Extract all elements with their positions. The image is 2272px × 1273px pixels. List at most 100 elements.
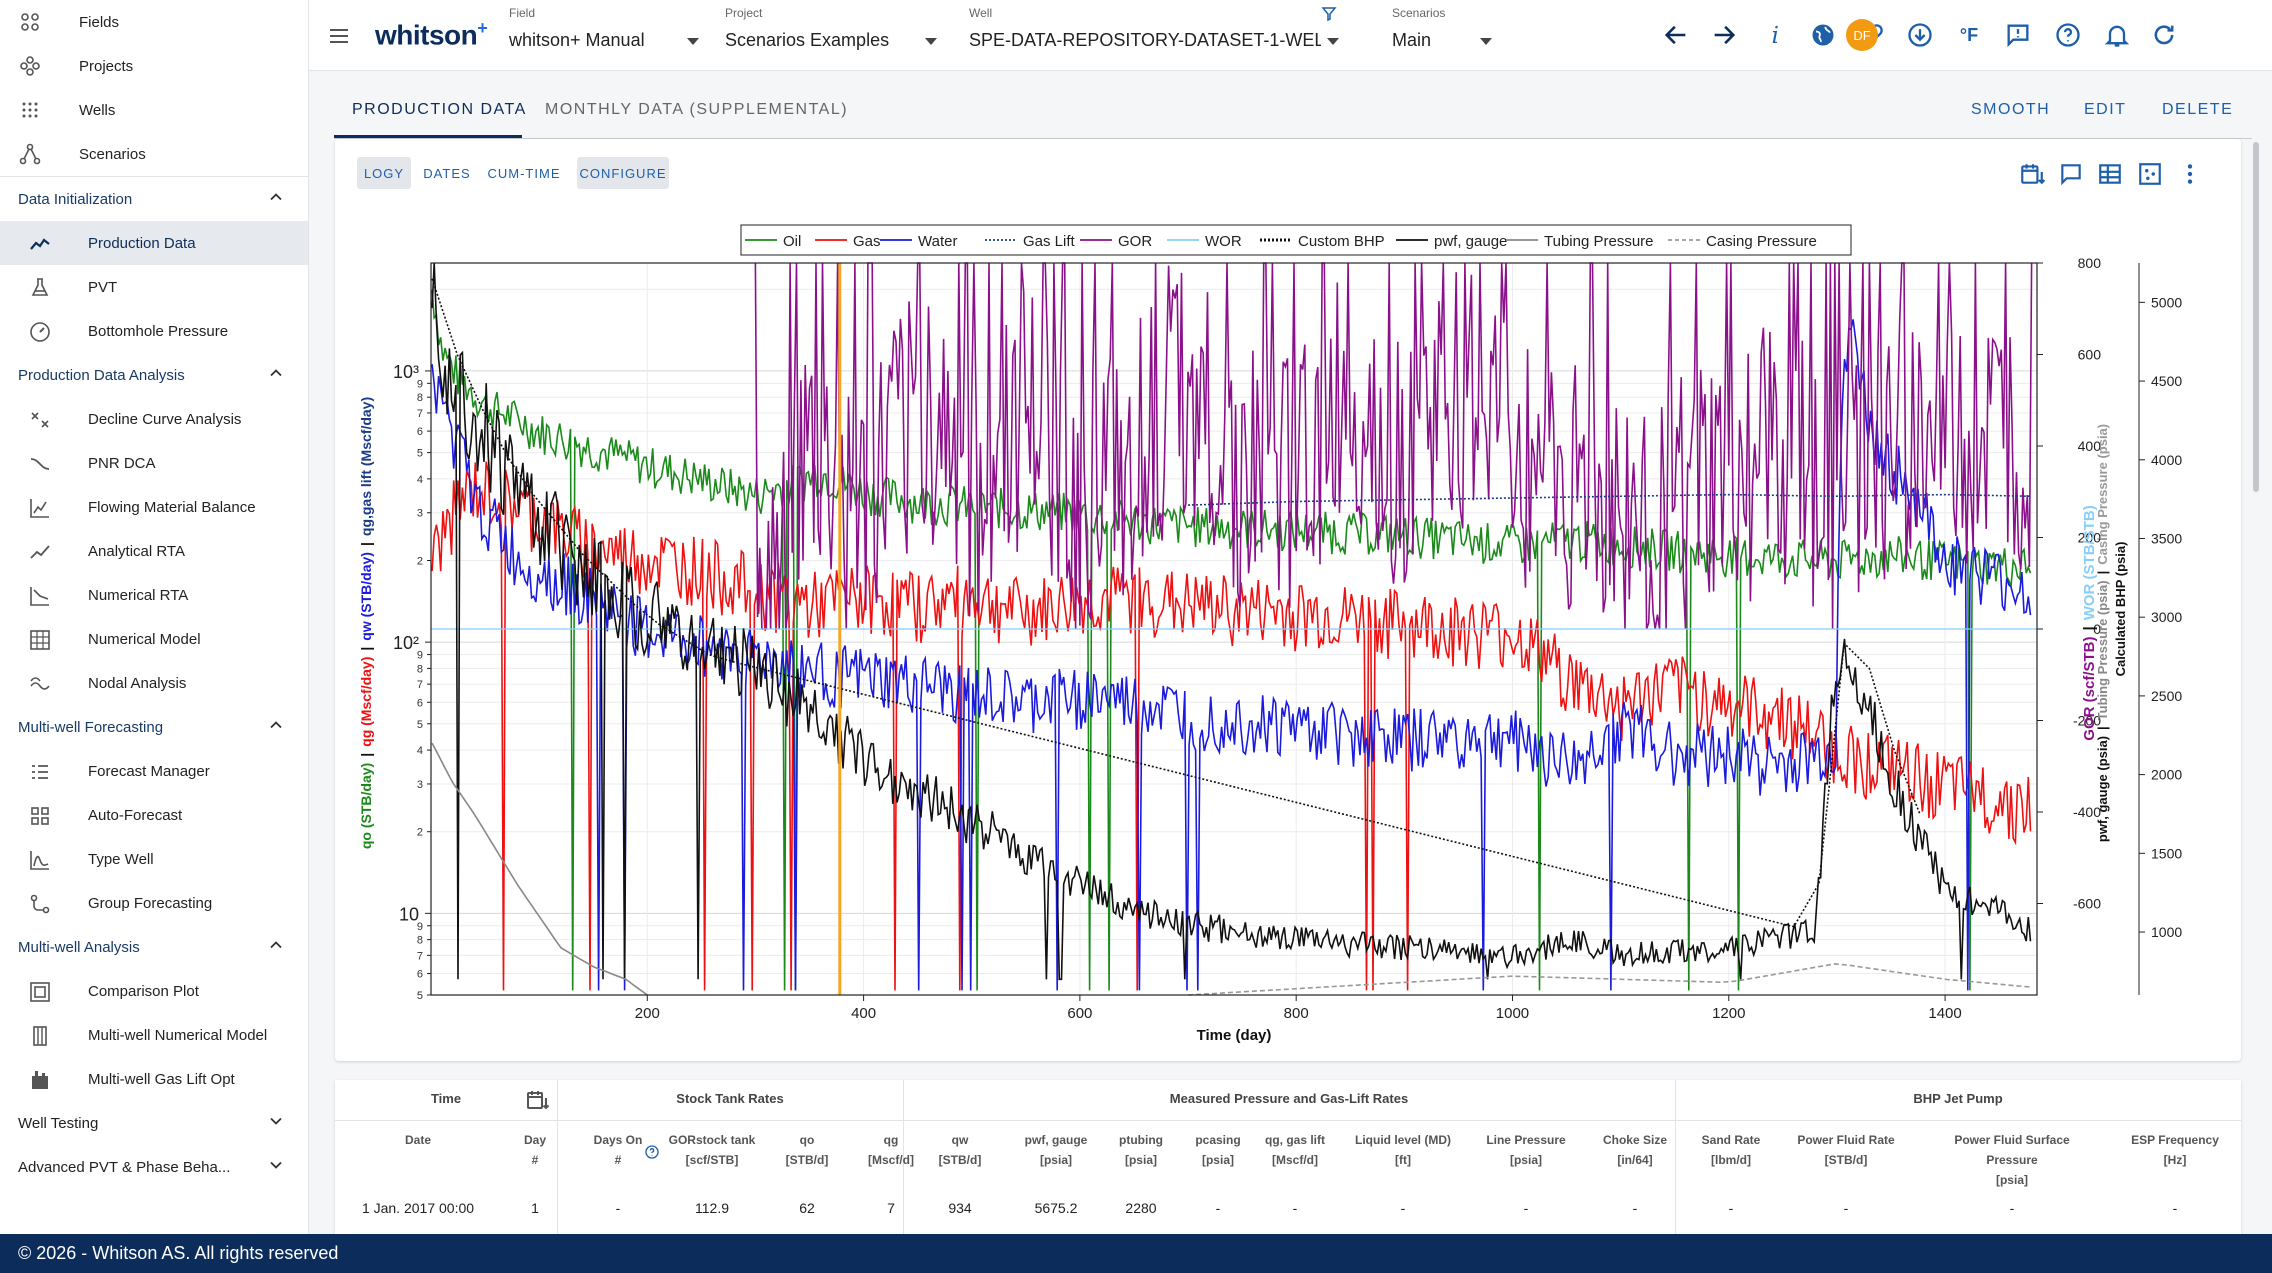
table-column-header[interactable]: pcasing [psia] (1148, 1130, 1288, 1170)
sidebar-item-wells[interactable]: Wells (0, 88, 308, 132)
table-column-header[interactable]: Date (348, 1130, 488, 1150)
arrow-left-icon[interactable] (1661, 20, 1691, 50)
sidebar-item-pvt[interactable]: PVT (0, 265, 308, 309)
sidebar-item-scenarios[interactable]: Scenarios (0, 132, 308, 176)
table-column-header[interactable]: ESP Frequency [Hz] (2105, 1130, 2241, 1170)
sidebar-item-flowing-material-balance[interactable]: Flowing Material Balance (0, 485, 308, 529)
table-column-header[interactable]: Day # (465, 1130, 605, 1170)
series-gor[interactable] (754, 262, 2033, 630)
sidebar-item-pnr-dca[interactable]: PNR DCA (0, 441, 308, 485)
sidebar-item-decline-curve-analysis[interactable]: Decline Curve Analysis (0, 397, 308, 441)
help-icon[interactable] (2053, 20, 2083, 50)
cum-time-toggle[interactable]: CUM-TIME (487, 165, 561, 181)
sidebar-item-multi-well-gas-lift-opt[interactable]: Multi-well Gas Lift Opt (0, 1057, 308, 1101)
chevron-up-icon[interactable] (266, 935, 286, 959)
table-column-header[interactable]: Days On # (548, 1130, 688, 1170)
table-column-header[interactable]: qw [STB/d] (890, 1130, 1030, 1170)
project-select[interactable]: Project Scenarios Examples (725, 4, 937, 66)
configure-button[interactable]: CONFIGURE (577, 157, 669, 189)
table-column-header[interactable]: Liquid level (MD) [ft] (1333, 1130, 1473, 1170)
sidebar-item-bottomhole-pressure[interactable]: Bottomhole Pressure (0, 309, 308, 353)
sidebar-section-header[interactable]: Production Data Analysis (0, 353, 308, 397)
table-column-header[interactable]: qo [STB/d] (737, 1130, 877, 1170)
series-gas-lift[interactable] (1187, 493, 2032, 506)
avatar[interactable]: DF (1846, 19, 1878, 51)
more-vert-icon[interactable] (2175, 159, 2205, 189)
chevron-up-icon[interactable] (266, 363, 286, 387)
edit-button[interactable]: EDIT (2084, 101, 2127, 118)
sidebar-item-nodal-analysis[interactable]: Nodal Analysis (0, 661, 308, 705)
sidebar-item-numerical-model[interactable]: Numerical Model (0, 617, 308, 661)
sidebar-item-production-data[interactable]: Production Data (0, 221, 308, 265)
table-column-header[interactable]: ptubing [psia] (1071, 1130, 1211, 1170)
sidebar-section-header[interactable]: Data Initialization (0, 177, 308, 221)
calendar-sort-icon[interactable] (2017, 159, 2047, 189)
column-unit: [STB/d] (785, 1153, 829, 1167)
chevron-down-icon[interactable] (266, 1111, 286, 1135)
sidebar-item-numerical-rta[interactable]: Numerical RTA (0, 573, 308, 617)
tab-monthly-data[interactable]: MONTHLY DATA (SUPPLEMENTAL) (545, 101, 849, 118)
field-select[interactable]: Field whitson+ Manual (509, 4, 699, 66)
sidebar-section-header[interactable]: Multi-well Forecasting (0, 705, 308, 749)
smooth-button[interactable]: SMOOTH (1971, 101, 2051, 118)
refresh-icon[interactable] (2149, 20, 2179, 50)
legend-label: Casing Pressure (1706, 233, 1817, 250)
sidebar-item-group-forecasting[interactable]: Group Forecasting (0, 881, 308, 925)
numerical-model-icon (28, 628, 52, 656)
sidebar-item-multi-well-numerical-model[interactable]: Multi-well Numerical Model (0, 1013, 308, 1057)
table-column-header[interactable]: GORstock tank [scf/STB] (642, 1130, 782, 1170)
delete-button[interactable]: DELETE (2162, 101, 2234, 118)
series-casing-pressure[interactable] (1187, 963, 2032, 996)
sidebar-item-type-well[interactable]: Type Well (0, 837, 308, 881)
well-select[interactable]: Well SPE-DATA-REPOSITORY-DATASET-1-WELL-… (969, 4, 1339, 66)
production-chart[interactable]: 200 400 600 800 1000 1200 1400 Time (day) 10 10² 1… (335, 139, 2241, 1061)
table-column-header[interactable]: Line Pressure [psia] (1456, 1130, 1596, 1170)
sidebar-item-analytical-rta[interactable]: Analytical RTA (0, 529, 308, 573)
table-row[interactable]: 1 Jan. 2017 00:00 1 - 112.9 62 7 934 5675.2 2280… (335, 1198, 2241, 1224)
sidebar-section-header[interactable]: Well Testing (0, 1101, 308, 1145)
brand-logo[interactable]: whitson+ (375, 18, 488, 51)
calendar-sort-icon[interactable] (525, 1088, 550, 1115)
globe-icon[interactable] (1808, 20, 1838, 50)
arrow-right-icon[interactable] (1709, 20, 1739, 50)
menu-icon[interactable] (327, 24, 351, 48)
series-custom-bhp[interactable] (431, 278, 1921, 928)
series-pwf-gauge[interactable] (431, 262, 2032, 981)
series-tubing-pressure[interactable] (431, 742, 648, 996)
sidebar-item-projects[interactable]: Projects (0, 44, 308, 88)
download-icon[interactable] (1905, 20, 1935, 50)
chevron-down-icon[interactable] (266, 1155, 286, 1179)
sidebar-section-header[interactable]: Advanced PVT & Phase Beha... (0, 1145, 308, 1189)
bell-icon[interactable] (2102, 20, 2132, 50)
table-column-header[interactable]: Choke Size [in/64] (1565, 1130, 1705, 1170)
comment-icon[interactable] (2056, 159, 2086, 189)
sidebar-item-fields[interactable]: Fields (0, 0, 308, 44)
sidebar-item-auto-forecast[interactable]: Auto-Forecast (0, 793, 308, 837)
feedback-icon[interactable] (2003, 20, 2033, 50)
help-icon[interactable] (644, 1144, 660, 1163)
sidebar-item-forecast-manager[interactable]: Forecast Manager (0, 749, 308, 793)
sidebar-item-comparison-plot[interactable]: Comparison Plot (0, 969, 308, 1013)
scenario-select[interactable]: Scenarios Main (1392, 4, 1492, 66)
fahrenheit-icon[interactable]: °F (1954, 20, 1984, 50)
table-column-header[interactable]: Power Fluid Rate [STB/d] (1776, 1130, 1916, 1170)
dates-toggle[interactable]: DATES (423, 165, 471, 181)
series-oil[interactable] (431, 289, 2032, 991)
info-icon[interactable]: i (1760, 20, 1790, 50)
series-water[interactable] (431, 319, 2032, 991)
chevron-up-icon[interactable] (266, 187, 286, 211)
filter-icon[interactable] (1321, 6, 1337, 27)
table-column-header[interactable]: pwf, gauge [psia] (986, 1130, 1126, 1170)
scatter-select-icon[interactable] (2135, 159, 2165, 189)
sidebar-section-header[interactable]: Multi-well Analysis (0, 925, 308, 969)
tab-production-data[interactable]: PRODUCTION DATA (352, 101, 527, 118)
scrollbar[interactable] (2253, 142, 2259, 492)
table-column-header[interactable]: Power Fluid Surface Pressure [psia] (1942, 1130, 2082, 1190)
table-column-header[interactable]: qg [Mscf/d] (821, 1130, 961, 1170)
table-column-header[interactable]: Sand Rate [lbm/d] (1661, 1130, 1801, 1170)
table-icon[interactable] (2095, 159, 2125, 189)
chevron-up-icon[interactable] (266, 715, 286, 739)
table-column-header[interactable]: qg, gas lift [Mscf/d] (1225, 1130, 1365, 1170)
logy-toggle[interactable]: LOGY (357, 157, 411, 189)
series-gas[interactable] (431, 461, 2032, 991)
